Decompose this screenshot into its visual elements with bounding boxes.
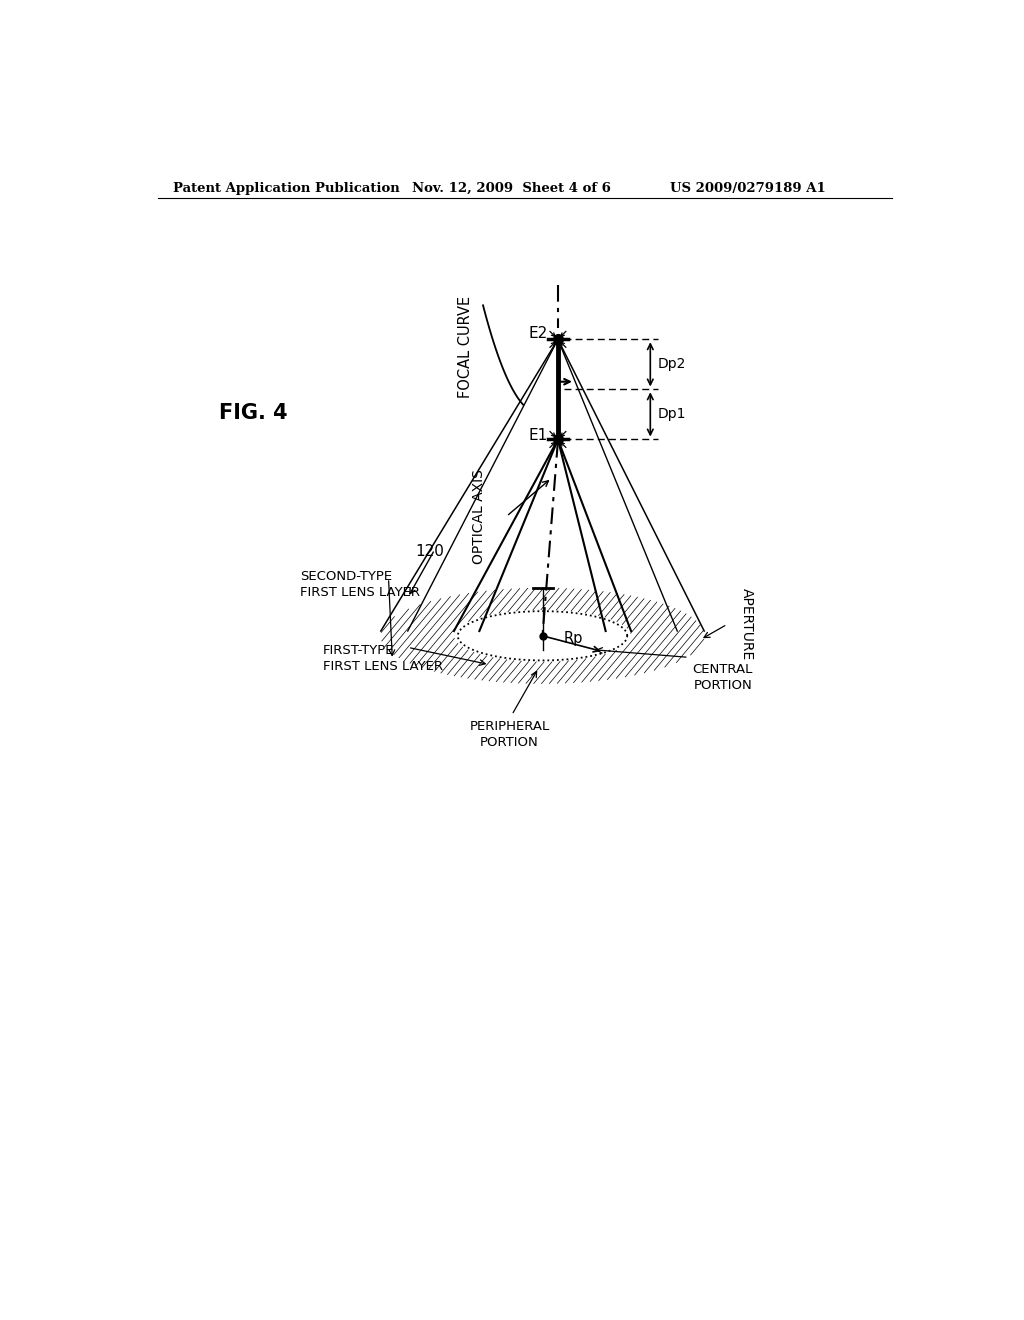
Text: PERIPHERAL
PORTION: PERIPHERAL PORTION [469,721,550,750]
Text: Nov. 12, 2009  Sheet 4 of 6: Nov. 12, 2009 Sheet 4 of 6 [412,182,610,194]
Text: APERTURE: APERTURE [739,589,754,660]
Text: Dp2: Dp2 [658,358,686,371]
Text: FOCAL CURVE: FOCAL CURVE [458,296,473,399]
Text: 120: 120 [416,544,444,558]
Text: OPTICAL AXIS: OPTICAL AXIS [472,469,485,564]
Text: E1: E1 [528,428,548,444]
Text: Rp: Rp [564,631,584,645]
Text: FIG. 4: FIG. 4 [219,403,288,422]
Text: SECOND-TYPE
FIRST LENS LAYER: SECOND-TYPE FIRST LENS LAYER [300,570,420,599]
Text: CENTRAL
PORTION: CENTRAL PORTION [692,663,753,692]
Text: FIRST-TYPE
FIRST LENS LAYER: FIRST-TYPE FIRST LENS LAYER [323,644,443,672]
Text: Dp1: Dp1 [658,408,686,421]
Text: Patent Application Publication: Patent Application Publication [173,182,399,194]
Text: US 2009/0279189 A1: US 2009/0279189 A1 [670,182,825,194]
Text: E2: E2 [528,326,548,341]
